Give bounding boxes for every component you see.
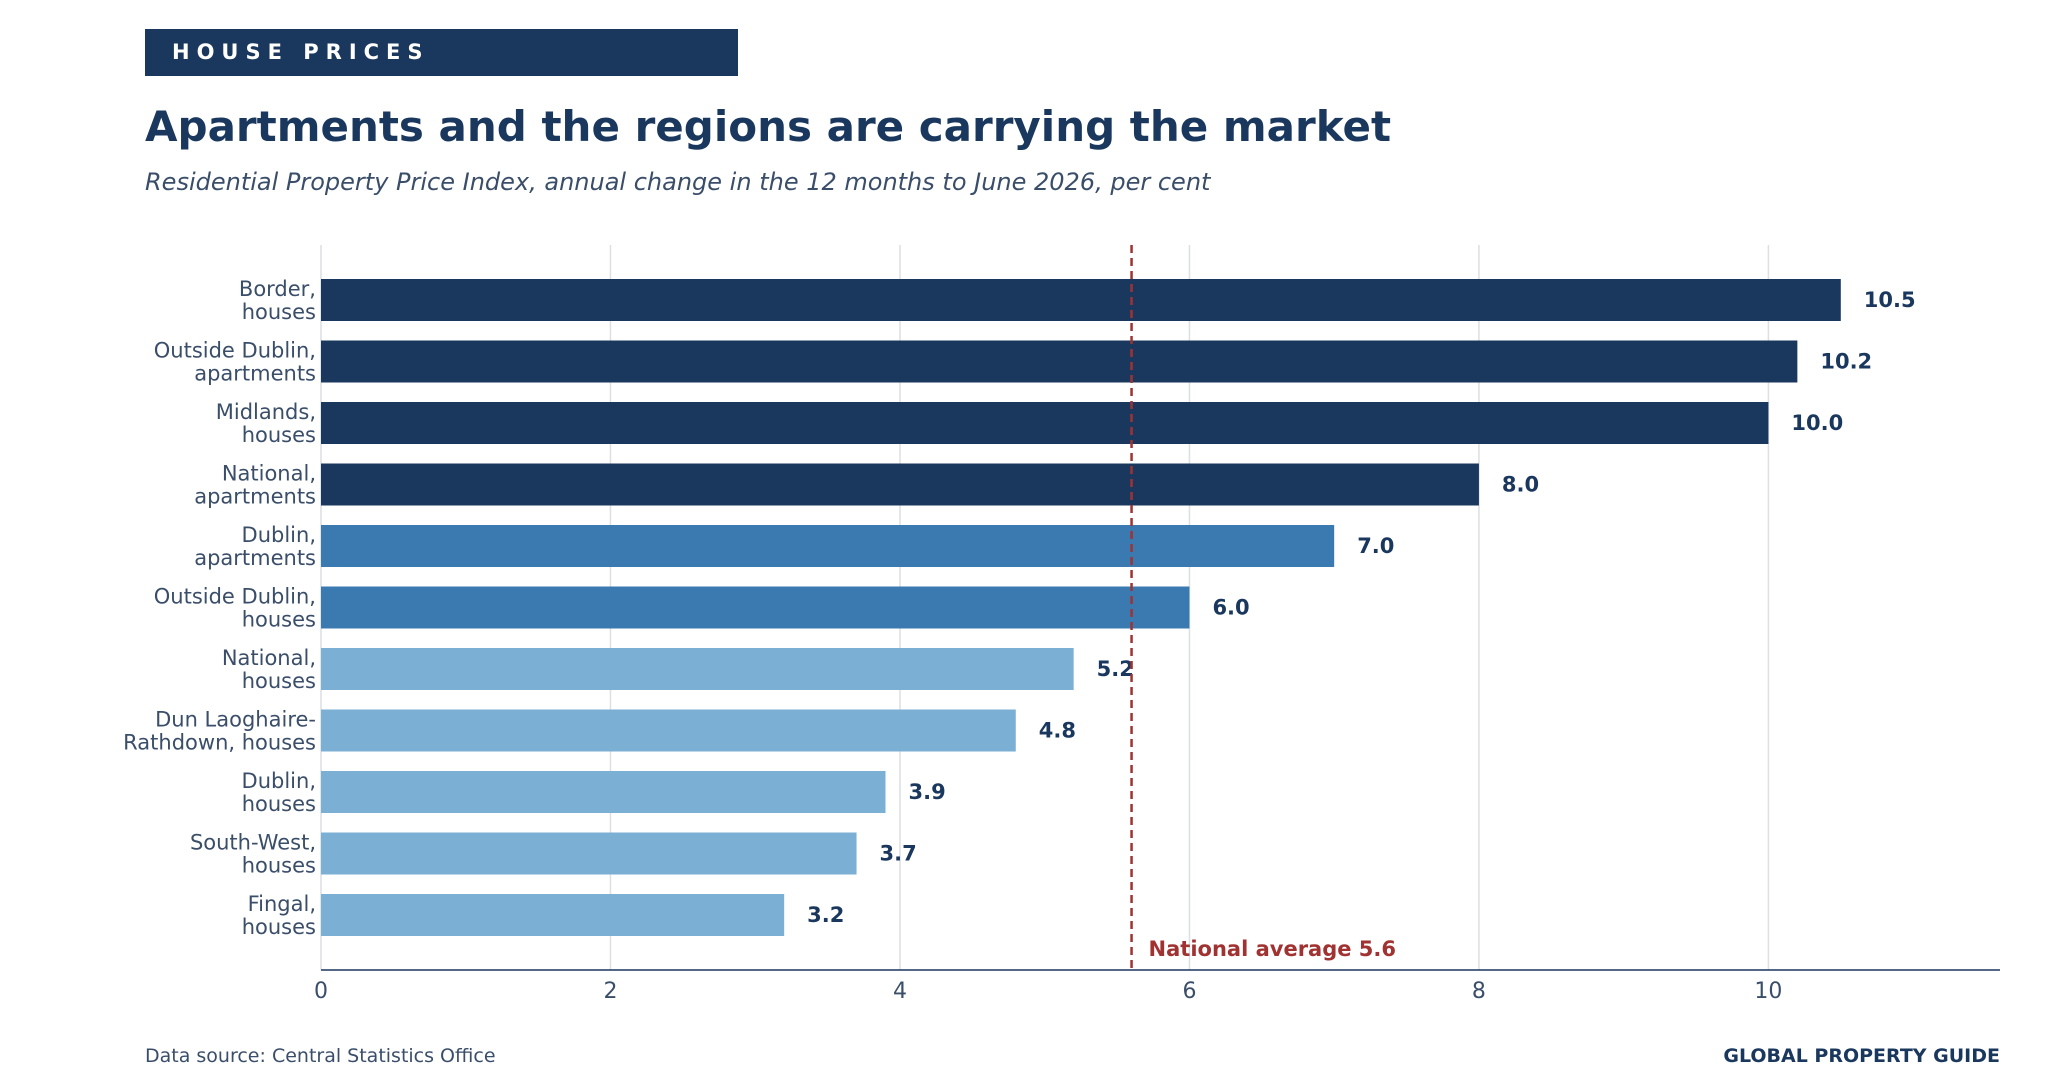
bar bbox=[321, 648, 1074, 690]
bar bbox=[321, 586, 1190, 629]
value-label: 7.0 bbox=[1357, 534, 1394, 558]
bar-chart: 0 2 4 6 8 10 Border, houses 10.5 Outside Dublin, a… bbox=[123, 245, 2000, 1004]
x-tick-label: 2 bbox=[603, 979, 617, 1004]
x-tick-label: 10 bbox=[1754, 979, 1782, 1004]
bar bbox=[321, 402, 1769, 444]
bar bbox=[321, 463, 1479, 506]
value-label: 10.5 bbox=[1864, 288, 1916, 312]
category-label: Dun Laoghaire-Rathdown, houses bbox=[123, 708, 316, 755]
value-label: 6.0 bbox=[1212, 596, 1249, 620]
bar bbox=[321, 832, 857, 875]
category-label: Dublin, houses bbox=[242, 769, 316, 816]
category-label: National, apartments bbox=[194, 462, 316, 509]
bar bbox=[321, 279, 1841, 321]
brand-name: GLOBAL PROPERTY GUIDE bbox=[1723, 1045, 2000, 1067]
chart-subtitle: Residential Property Price Index, annual… bbox=[145, 168, 1211, 196]
national-average-label: National average 5.6 bbox=[1149, 937, 1396, 961]
bar bbox=[321, 525, 1335, 567]
kicker-label: HOUSE PRICES bbox=[172, 40, 430, 64]
category-label: Midlands, houses bbox=[216, 400, 316, 447]
bar bbox=[321, 340, 1798, 383]
bar bbox=[321, 894, 785, 936]
x-tick-label: 0 bbox=[314, 979, 328, 1004]
value-label: 8.0 bbox=[1502, 473, 1539, 497]
category-label: Border, houses bbox=[239, 277, 316, 324]
value-label: 3.9 bbox=[908, 780, 945, 804]
chart-title: Apartments and the regions are carrying … bbox=[145, 102, 1392, 151]
category-label: Outside Dublin, houses bbox=[154, 585, 316, 632]
category-label: National, houses bbox=[222, 646, 316, 693]
x-tick-label: 4 bbox=[893, 979, 907, 1004]
value-label: 3.7 bbox=[880, 842, 917, 866]
category-label: South-West, houses bbox=[190, 831, 316, 878]
value-label: 3.2 bbox=[807, 903, 844, 927]
category-label: Outside Dublin, apartments bbox=[154, 339, 316, 386]
section-kicker: HOUSE PRICES bbox=[145, 29, 738, 76]
value-label: 10.0 bbox=[1791, 411, 1843, 435]
category-label: Dublin, apartments bbox=[194, 523, 316, 570]
value-label: 5.2 bbox=[1097, 657, 1134, 681]
x-tick-label: 8 bbox=[1472, 979, 1486, 1004]
value-label: 10.2 bbox=[1820, 350, 1872, 374]
bar bbox=[321, 771, 886, 813]
category-label: Fingal, houses bbox=[242, 892, 316, 939]
bar bbox=[321, 709, 1016, 752]
value-label: 4.8 bbox=[1039, 719, 1076, 743]
x-tick-label: 6 bbox=[1182, 979, 1196, 1004]
data-source: Data source: Central Statistics Office bbox=[145, 1045, 496, 1067]
